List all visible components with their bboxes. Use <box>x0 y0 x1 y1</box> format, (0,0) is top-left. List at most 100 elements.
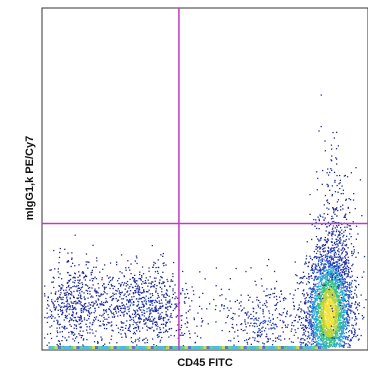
event-dot <box>320 299 323 301</box>
event-dot <box>331 320 333 323</box>
event-dot <box>149 299 151 302</box>
event-dot <box>345 251 347 253</box>
event-dot <box>103 324 105 326</box>
event-dot <box>343 325 345 327</box>
event-dot <box>324 217 326 219</box>
event-dot <box>97 283 99 285</box>
event-dot <box>111 285 113 287</box>
event-dot <box>336 331 338 334</box>
event-dot <box>331 315 333 317</box>
event-dot <box>338 275 340 277</box>
event-dot <box>49 269 51 271</box>
event-dot <box>346 309 348 312</box>
event-dot <box>330 345 333 347</box>
event-dot <box>358 305 361 307</box>
event-dot <box>323 251 325 253</box>
event-dot <box>101 315 103 317</box>
event-dot <box>309 338 311 340</box>
event-dot <box>310 257 312 259</box>
event-dot <box>336 321 338 323</box>
event-dot <box>336 314 338 316</box>
event-dot <box>334 279 337 281</box>
event-dot <box>310 275 312 277</box>
event-dot <box>330 335 332 337</box>
event-dot <box>315 248 317 250</box>
event-dot <box>147 291 149 293</box>
event-dot <box>96 260 98 262</box>
event-dot <box>111 312 113 315</box>
event-dot <box>152 322 154 324</box>
event-dot <box>159 302 161 305</box>
event-dot <box>126 306 128 308</box>
event-dot <box>115 293 117 295</box>
event-dot <box>316 244 318 246</box>
event-dot <box>340 314 342 317</box>
event-dot <box>115 297 117 300</box>
event-dot <box>323 316 326 319</box>
event-dot <box>320 272 322 274</box>
event-dot <box>328 272 330 274</box>
event-dot <box>328 342 331 344</box>
event-dot <box>298 315 300 317</box>
event-dot <box>128 306 130 308</box>
event-dot <box>189 309 191 311</box>
event-dot <box>48 316 50 318</box>
event-dot <box>110 321 113 323</box>
event-dot <box>204 278 206 280</box>
event-dot <box>132 304 134 306</box>
event-dot <box>329 289 331 291</box>
event-dot <box>317 316 319 318</box>
event-dot <box>334 191 337 193</box>
event-dot <box>329 268 331 270</box>
event-dot <box>328 260 330 262</box>
event-dot <box>64 294 66 296</box>
event-dot <box>320 315 323 317</box>
event-dot <box>141 275 143 277</box>
event-dot <box>349 225 351 227</box>
event-dot <box>280 290 282 292</box>
event-dot <box>330 313 332 315</box>
event-dot <box>350 228 352 230</box>
event-dot <box>297 337 299 339</box>
event-dot <box>320 334 322 336</box>
event-dot <box>343 299 345 301</box>
event-dot <box>324 319 326 321</box>
event-dot <box>326 242 328 244</box>
event-dot <box>81 283 84 286</box>
event-dot <box>175 329 177 332</box>
event-dot <box>162 295 165 297</box>
event-dot <box>347 247 349 249</box>
event-dot <box>322 316 324 318</box>
event-dot <box>315 265 317 267</box>
event-dot <box>120 333 122 335</box>
event-dot <box>148 301 150 303</box>
event-dot <box>313 327 315 329</box>
event-dot <box>325 308 327 310</box>
event-dot <box>335 316 338 319</box>
event-dot <box>346 290 348 292</box>
event-dot <box>77 302 79 304</box>
event-dot <box>356 309 359 311</box>
event-dot <box>334 271 336 273</box>
event-dot <box>95 291 97 293</box>
event-dot <box>142 309 144 311</box>
event-dot <box>343 317 345 320</box>
event-dot <box>106 323 108 326</box>
event-dot <box>282 297 285 300</box>
event-dot <box>47 296 49 298</box>
event-dot <box>202 320 204 322</box>
event-dot <box>348 294 350 297</box>
event-dot <box>326 183 328 186</box>
event-dot <box>319 291 322 293</box>
event-dot <box>110 295 112 298</box>
event-dot <box>83 276 86 278</box>
event-dot <box>340 275 342 277</box>
event-dot <box>334 267 336 269</box>
event-dot <box>317 323 319 326</box>
event-dot <box>157 325 159 328</box>
event-dot <box>316 289 319 291</box>
event-dot <box>339 315 341 317</box>
event-dot <box>263 343 265 345</box>
event-dot <box>318 220 320 222</box>
